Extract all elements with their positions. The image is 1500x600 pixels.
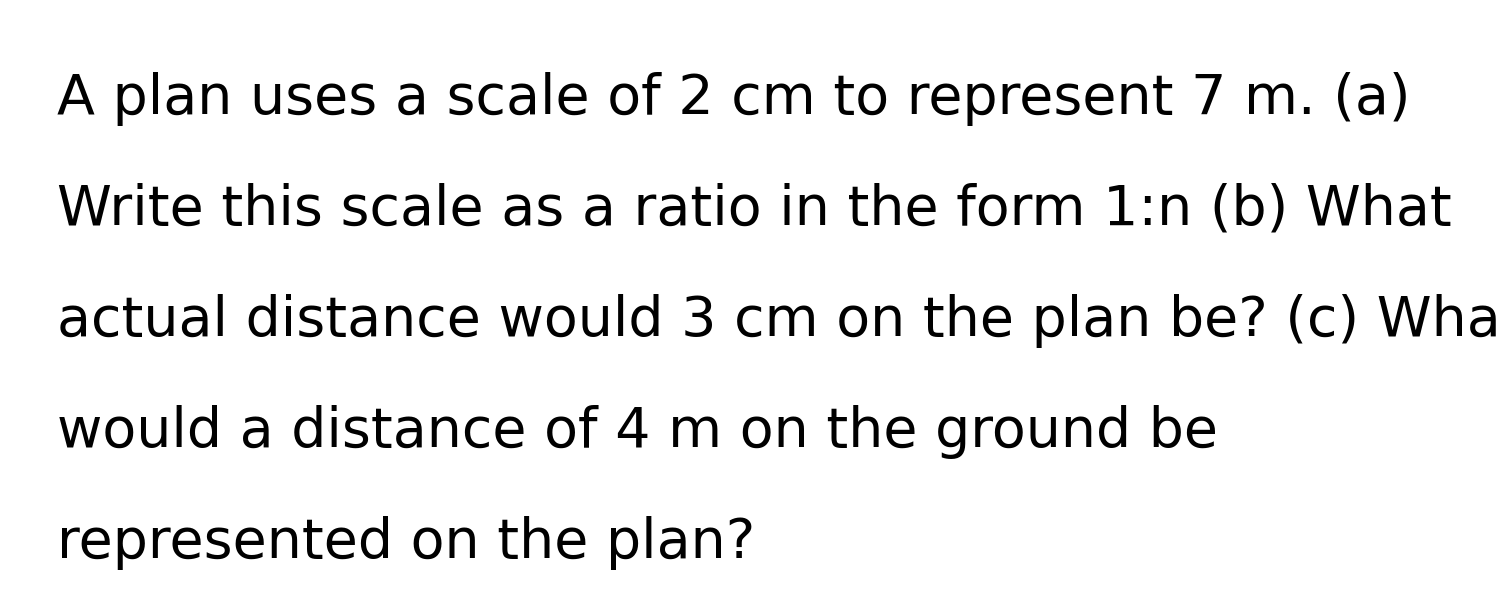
Text: actual distance would 3 cm on the plan be? (c) What: actual distance would 3 cm on the plan b… — [57, 294, 1500, 348]
Text: Write this scale as a ratio in the form 1:n (b) What: Write this scale as a ratio in the form … — [57, 183, 1452, 237]
Text: A plan uses a scale of 2 cm to represent 7 m. (a): A plan uses a scale of 2 cm to represent… — [57, 72, 1410, 126]
Text: represented on the plan?: represented on the plan? — [57, 516, 754, 570]
Text: would a distance of 4 m on the ground be: would a distance of 4 m on the ground be — [57, 405, 1218, 459]
